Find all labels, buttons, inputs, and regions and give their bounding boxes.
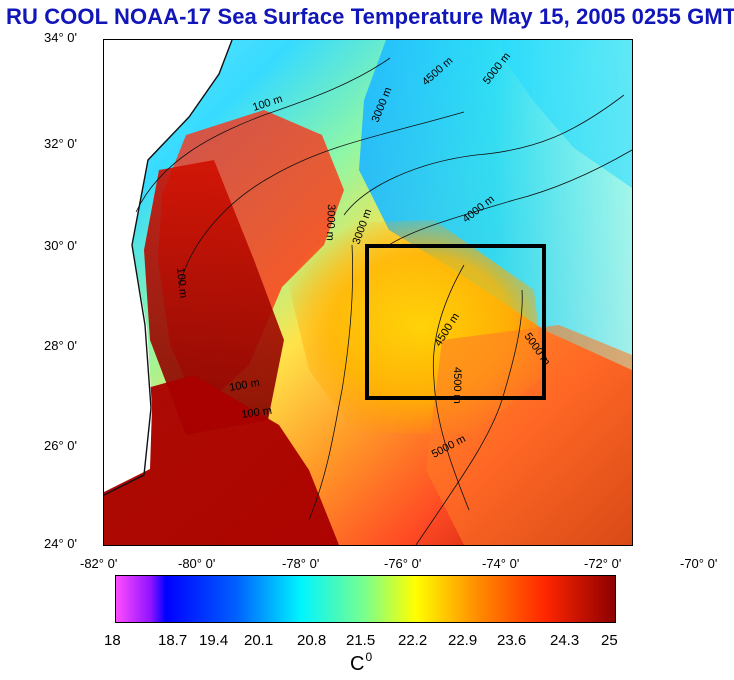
colorbar-tick-25: 25 [601, 632, 618, 649]
northeast-cyan-region [499, 40, 632, 188]
depth-contour-4500m-north [343, 94, 625, 216]
x-axis-label-82: -82° 0' [80, 556, 118, 571]
depth-label-5: 3000 m [324, 204, 337, 241]
depth-contour-5000m-north [388, 149, 632, 246]
x-axis-label-74: -74° 0' [482, 556, 520, 571]
y-axis-label-28: 28° 0' [44, 338, 77, 353]
depth-contour-100m-north [135, 57, 391, 213]
x-axis-label-72: -72° 0' [584, 556, 622, 571]
depth-contour-4500m-south [432, 264, 470, 511]
colorbar-tick-20-1: 20.1 [244, 632, 274, 649]
colorbar-tick-22-2: 22.2 [398, 632, 428, 649]
depth-label-9: 100 m [241, 405, 273, 421]
study-area-box [365, 244, 546, 400]
colorbar-tick-19-4: 19.4 [199, 632, 229, 649]
temperature-colorbar-graphic [115, 575, 616, 623]
x-axis-label-78: -78° 0' [282, 556, 320, 571]
unit-superscript: 0 [365, 650, 373, 664]
colorbar-tick-22-9: 22.9 [448, 632, 478, 649]
west-land-mask [104, 40, 232, 492]
y-axis-label-26: 26° 0' [44, 438, 77, 453]
x-axis-label-80: -80° 0' [178, 556, 216, 571]
depth-contour-3000m-north [178, 111, 465, 289]
x-axis-label-70: -70° 0' [680, 556, 718, 571]
colorbar-tick-21-5: 21.5 [346, 632, 376, 649]
depth-contour-4000m-south [308, 244, 353, 521]
colorbar-tick-18: 18 [104, 632, 121, 649]
y-axis-label-32: 32° 0' [44, 136, 77, 151]
y-axis-label-34: 34° 0' [44, 30, 77, 45]
depth-label-13: 4500 m [451, 367, 463, 404]
colorbar-fill [116, 576, 615, 622]
coastline [104, 40, 233, 496]
colorbar-tick-23-6: 23.6 [497, 632, 527, 649]
y-axis-label-24: 24° 0' [44, 536, 77, 551]
depth-label-7: 100 m [174, 267, 189, 299]
y-axis-label-30: 30° 0' [44, 238, 77, 253]
colorbar-tick-20-8: 20.8 [297, 632, 327, 649]
depth-label-8: 100 m [228, 377, 260, 394]
unit-letter: C [350, 653, 365, 675]
colorbar-tick-18-7: 18.7 [158, 632, 188, 649]
sst-map-graphic: 100 m 3000 m 4500 m 5000 m 3000 m 4000 m… [104, 40, 632, 545]
depth-contour-5000m-south [415, 289, 523, 545]
x-axis-label-76: -76° 0' [384, 556, 422, 571]
southwest-hot-region [104, 375, 339, 545]
sst-map: 100 m 3000 m 4500 m 5000 m 3000 m 4000 m… [103, 39, 633, 546]
map-title: RU COOL NOAA-17 Sea Surface Temperature … [6, 4, 734, 29]
deep-warm-region [144, 160, 284, 435]
temperature-colorbar [115, 575, 616, 623]
southeast-orange-region [426, 325, 632, 545]
colorbar-unit-label: C0 [350, 650, 373, 676]
colorbar-tick-24-3: 24.3 [550, 632, 580, 649]
